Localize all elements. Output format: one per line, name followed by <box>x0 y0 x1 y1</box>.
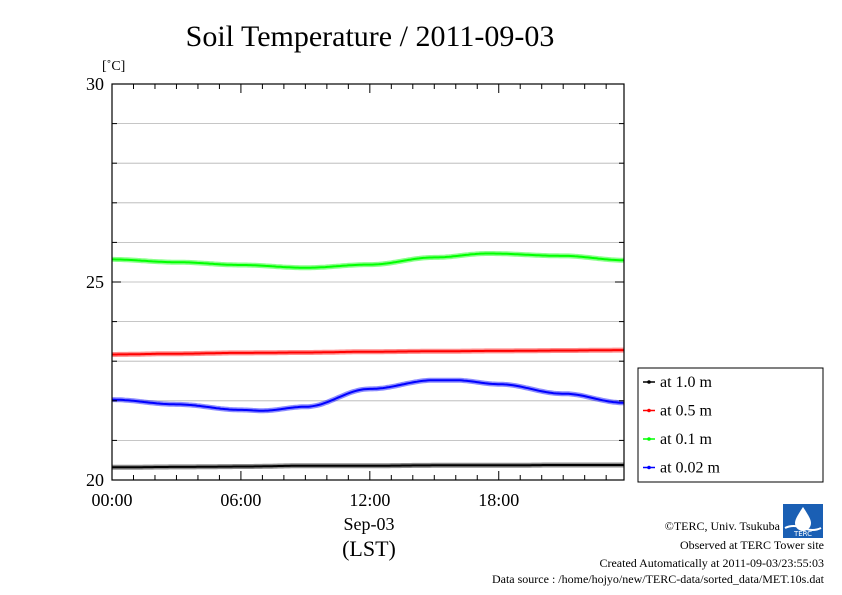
y-axis-label: [˚C] <box>102 59 125 74</box>
legend-marker-at-1-0-m <box>647 380 651 384</box>
legend-marker-at-0-02-m <box>647 466 651 470</box>
legend-label-at-0-1-m: at 0.1 m <box>660 431 713 448</box>
x-tick-label: 12:00 <box>349 490 390 510</box>
legend-label-at-0-02-m: at 0.02 m <box>660 460 721 477</box>
observed-text: Observed at TERC Tower site <box>680 538 824 553</box>
legend-marker-at-0-1-m <box>647 437 651 441</box>
legend-label-at-1-0-m: at 1.0 m <box>660 374 713 391</box>
legend: at 1.0 m at 0.5 m at 0.1 m at 0.02 m <box>638 368 823 482</box>
axis-ticks: 20 25 30 00:00 06:00 12:00 18:00 <box>86 74 624 510</box>
chart-title: Soil Temperature / 2011-09-03 <box>186 20 555 53</box>
x-axis-zone-label: (LST) <box>342 536 396 561</box>
x-axis-date-label: Sep-03 <box>344 514 395 534</box>
y-tick-label: 20 <box>86 470 104 490</box>
x-tick-label: 18:00 <box>478 490 519 510</box>
copyright-text: ©TERC, Univ. Tsukuba <box>665 519 780 534</box>
y-tick-label: 25 <box>86 272 104 292</box>
legend-label-at-0-5-m: at 0.5 m <box>660 403 713 420</box>
legend-marker-at-0-5-m <box>647 409 651 413</box>
x-tick-label: 00:00 <box>91 490 132 510</box>
series-layer <box>112 254 624 468</box>
y-tick-label: 30 <box>86 74 104 94</box>
x-tick-label: 06:00 <box>220 490 261 510</box>
source-text: Data source : /home/hojyo/new/TERC-data/… <box>492 572 824 587</box>
logo-text: TERC <box>793 530 812 538</box>
series-halo-at-0-02-m <box>112 380 624 411</box>
terc-logo: TERC <box>783 504 823 538</box>
created-text: Created Automatically at 2011-09-03/23:5… <box>599 556 824 571</box>
